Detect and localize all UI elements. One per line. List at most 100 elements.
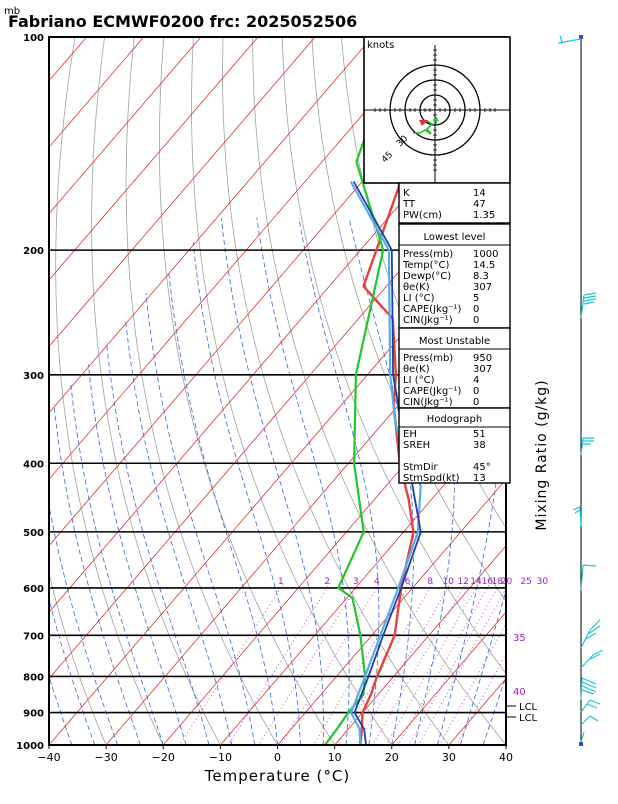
x-tick-label: 10 — [328, 751, 342, 764]
dry-adiabat-line — [578, 37, 618, 760]
lowest-level-row-value: 14.5 — [473, 260, 495, 271]
mixing-ratio-line — [305, 583, 411, 760]
isotherms — [0, 37, 618, 760]
lowest-level-row-value: 0 — [473, 304, 479, 315]
hodograph-index-row-value: 13 — [473, 473, 486, 484]
mixing-ratio-label: 6 — [405, 577, 411, 587]
lowest-level-row-value: 8.3 — [473, 271, 489, 282]
mixing-ratio-label: 4 — [374, 577, 380, 587]
right-edge-label: 40 — [513, 687, 526, 698]
most-unstable-row-label: LI (°C) — [403, 375, 435, 386]
right-edge-label: 35 — [513, 633, 526, 644]
x-tick-label: 0 — [274, 751, 281, 764]
hodograph-index-row-label: SREH — [403, 440, 430, 451]
mixing-ratio-label: 25 — [520, 577, 531, 587]
mixing-ratio-label: 30 — [537, 577, 549, 587]
lowest-level-row-label: CIN(Jkg⁻¹) — [403, 315, 453, 326]
x-tick-label: −40 — [37, 751, 60, 764]
most-unstable-row-label: θe(K) — [403, 364, 430, 375]
x-tick-label: 30 — [442, 751, 456, 764]
y-tick-label: 400 — [23, 459, 44, 470]
lowest-level-row-label: Dewp(°C) — [403, 271, 451, 282]
index-row-label: PW(cm) — [403, 210, 442, 221]
most-unstable-row-value: 0 — [473, 386, 479, 397]
mixing-ratio-line — [401, 583, 501, 760]
x-tick-label: −20 — [152, 751, 175, 764]
lcl-label: LCL — [519, 702, 538, 713]
isotherm-line — [0, 37, 201, 760]
y-tick-label: 900 — [23, 709, 44, 720]
dry-adiabat-line — [159, 37, 344, 760]
most-unstable-row-label: CIN(Jkg⁻¹) — [403, 397, 453, 408]
wind-barb — [581, 678, 596, 700]
mixing-ratio-label: 1 — [278, 577, 284, 587]
most-unstable-row-value: 950 — [473, 353, 492, 364]
wind-barb — [573, 507, 581, 526]
index-row-value: 14 — [473, 188, 486, 199]
lcl-label: LCL — [519, 713, 538, 724]
most-unstable-row-label: CAPE(Jkg⁻¹) — [403, 386, 461, 397]
moist-adiabats — [5, 218, 618, 745]
most-unstable-row-label: Press(mb) — [403, 353, 453, 364]
most-unstable-row-value: 4 — [473, 375, 479, 386]
wind-barb — [581, 438, 594, 455]
lowest-level-row-label: CAPE(Jkg⁻¹) — [403, 304, 461, 315]
y-tick-label: 700 — [23, 631, 44, 642]
mixing-ratio-label: 8 — [427, 577, 433, 587]
hodograph-index-row-value: 51 — [473, 429, 486, 440]
moist-adiabat-line — [193, 242, 300, 745]
wind-barb — [581, 565, 596, 590]
x-tick-label: −10 — [209, 751, 232, 764]
y-tick-label: 800 — [23, 672, 44, 683]
x-tick-label: −30 — [95, 751, 118, 764]
lowest-level-row-label: LI (°C) — [403, 293, 435, 304]
lowest-level-row-value: 1000 — [473, 249, 498, 260]
index-row-value: 1.35 — [473, 210, 495, 221]
hodograph-index-row-label: StmDir — [403, 462, 438, 473]
x-axis-title: Temperature (°C) — [204, 767, 350, 785]
most-unstable-row-value: 307 — [473, 364, 492, 375]
mixing-ratio-line — [411, 583, 510, 760]
moist-adiabat-line — [5, 463, 72, 745]
wind-barb — [581, 293, 596, 318]
wind-barb — [558, 36, 581, 43]
wind-column-bottom-marker — [579, 742, 583, 746]
dry-adiabat-line — [608, 37, 618, 760]
lowest-level-row-label: Temp(°C) — [402, 260, 450, 271]
lowest-level-row-value: 0 — [473, 315, 479, 326]
y-tick-label: 500 — [23, 528, 44, 539]
moist-adiabat-line — [146, 293, 255, 745]
index-row-label: K — [403, 188, 410, 199]
moist-adiabat-line — [54, 404, 140, 745]
moist-adiabat-line — [221, 218, 323, 745]
dry-adiabat-line — [549, 37, 618, 760]
wind-barbs — [558, 35, 603, 746]
isotherm-line — [0, 37, 315, 760]
y-tick-label: 300 — [23, 371, 44, 382]
hodograph-indices-title: Hodograph — [427, 414, 482, 425]
hodograph-unit-label: knots — [367, 40, 394, 51]
wind-barb — [581, 650, 603, 668]
hodograph-index-row-label: StmSpd(kt) — [403, 473, 460, 484]
mixing-ratio-label: 10 — [442, 577, 454, 587]
mixing-ratio-label: 3 — [353, 577, 359, 587]
isotherm-line — [0, 37, 87, 760]
hodograph-index-row-label: EH — [403, 429, 417, 440]
moist-adiabat-line — [299, 218, 379, 745]
mixing-ratio-line — [219, 583, 330, 760]
mixing-ratio-label: 14 — [470, 577, 482, 587]
moist-adiabat-line — [88, 364, 186, 745]
wind-barb — [581, 620, 600, 648]
y-tick-label: 600 — [23, 584, 44, 595]
wind-barb — [581, 716, 598, 725]
lowest-level-row-label: Press(mb) — [403, 249, 453, 260]
dry-adiabat-line — [18, 37, 112, 760]
wind-barb — [581, 700, 600, 712]
x-tick-label: 20 — [385, 751, 399, 764]
